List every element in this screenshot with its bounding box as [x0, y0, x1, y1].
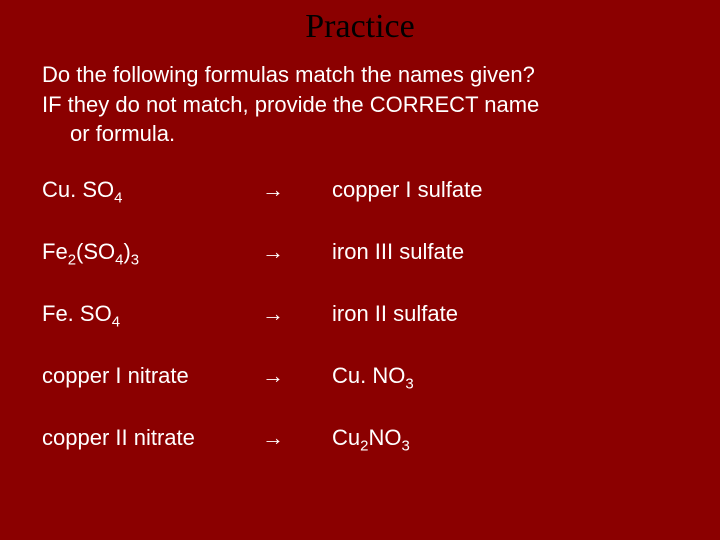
arrow-icon: →: [262, 301, 332, 327]
row-right: Cu2NO3: [332, 425, 678, 451]
row-left: Cu. SO4: [42, 177, 262, 203]
row-right: Cu. NO3: [332, 363, 678, 389]
instructions: Do the following formulas match the name…: [42, 60, 678, 149]
slide: Practice Do the following formulas match…: [0, 0, 720, 540]
row-right: iron II sulfate: [332, 301, 678, 327]
arrow-icon: →: [262, 425, 332, 451]
practice-rows: Cu. SO4 → copper I sulfate Fe2(SO4)3 → i…: [42, 177, 678, 451]
instruction-line-2: IF they do not match, provide the CORREC…: [42, 90, 678, 120]
row-left: copper II nitrate: [42, 425, 262, 451]
practice-row: Cu. SO4 → copper I sulfate: [42, 177, 678, 203]
row-left: Fe2(SO4)3: [42, 239, 262, 265]
instruction-line-3: or formula.: [42, 119, 678, 149]
row-left: copper I nitrate: [42, 363, 262, 389]
practice-row: Fe. SO4 → iron II sulfate: [42, 301, 678, 327]
arrow-icon: →: [262, 363, 332, 389]
practice-row: Fe2(SO4)3 → iron III sulfate: [42, 239, 678, 265]
arrow-icon: →: [262, 239, 332, 265]
slide-title: Practice: [42, 8, 678, 46]
instruction-line-1: Do the following formulas match the name…: [42, 60, 678, 90]
practice-row: copper I nitrate → Cu. NO3: [42, 363, 678, 389]
row-left: Fe. SO4: [42, 301, 262, 327]
practice-row: copper II nitrate → Cu2NO3: [42, 425, 678, 451]
arrow-icon: →: [262, 177, 332, 203]
row-right: copper I sulfate: [332, 177, 678, 203]
row-right: iron III sulfate: [332, 239, 678, 265]
